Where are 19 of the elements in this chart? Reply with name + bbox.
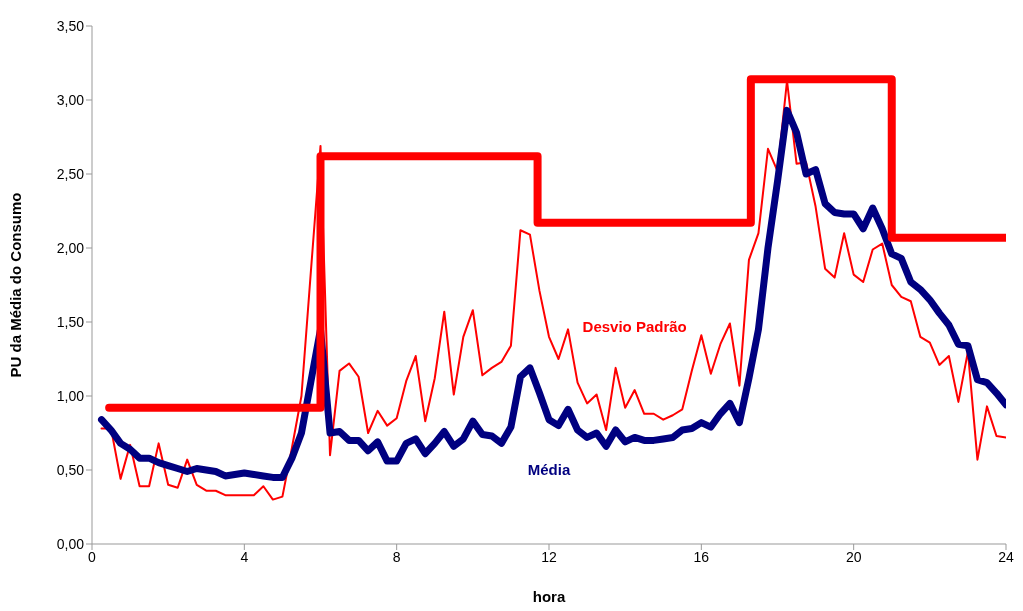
y-tick-label: 2,50 bbox=[56, 165, 85, 182]
series-label: Desvio Padrão bbox=[582, 318, 687, 336]
x-tick-label: 8 bbox=[392, 548, 401, 565]
y-tick-label: 2,00 bbox=[56, 239, 85, 256]
y-axis-title: PU da Média do Consumo bbox=[7, 192, 25, 378]
y-tick-label: 3,00 bbox=[56, 91, 85, 108]
x-tick-label: 20 bbox=[845, 548, 862, 565]
y-tick-label: 3,50 bbox=[56, 17, 85, 34]
x-tick-label: 24 bbox=[998, 548, 1014, 565]
x-tick-label: 16 bbox=[693, 548, 710, 565]
x-tick-label: 0 bbox=[88, 548, 97, 565]
y-tick-label: 1,00 bbox=[56, 387, 85, 404]
y-tick-label: 0,50 bbox=[56, 461, 85, 478]
series-label: Média bbox=[527, 460, 571, 478]
x-axis-title: hora bbox=[532, 588, 566, 605]
x-tick-label: 12 bbox=[541, 548, 557, 565]
y-tick-label: 0,00 bbox=[56, 535, 85, 552]
y-tick-label: 1,50 bbox=[56, 313, 85, 330]
x-tick-label: 4 bbox=[240, 548, 249, 565]
